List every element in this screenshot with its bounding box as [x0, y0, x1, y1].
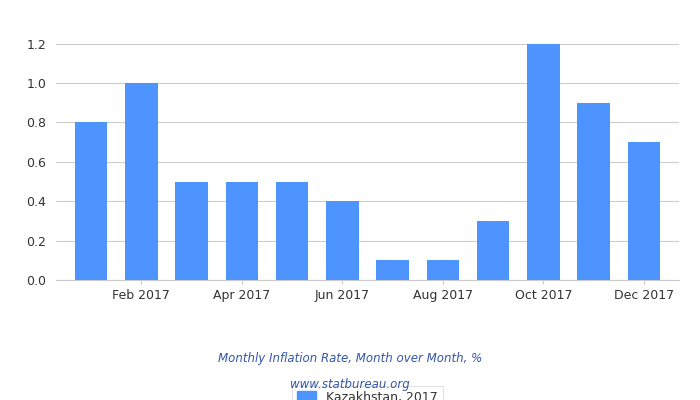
Bar — [477, 221, 510, 280]
Bar — [426, 260, 459, 280]
Bar — [225, 182, 258, 280]
Bar — [627, 142, 660, 280]
Bar — [175, 182, 208, 280]
Text: www.statbureau.org: www.statbureau.org — [290, 378, 410, 391]
Bar — [125, 83, 158, 280]
Bar — [276, 182, 309, 280]
Bar — [527, 44, 560, 280]
Text: Monthly Inflation Rate, Month over Month, %: Monthly Inflation Rate, Month over Month… — [218, 352, 482, 365]
Bar — [326, 201, 358, 280]
Bar — [578, 103, 610, 280]
Bar — [75, 122, 108, 280]
Legend: Kazakhstan, 2017: Kazakhstan, 2017 — [293, 386, 442, 400]
Bar — [377, 260, 409, 280]
